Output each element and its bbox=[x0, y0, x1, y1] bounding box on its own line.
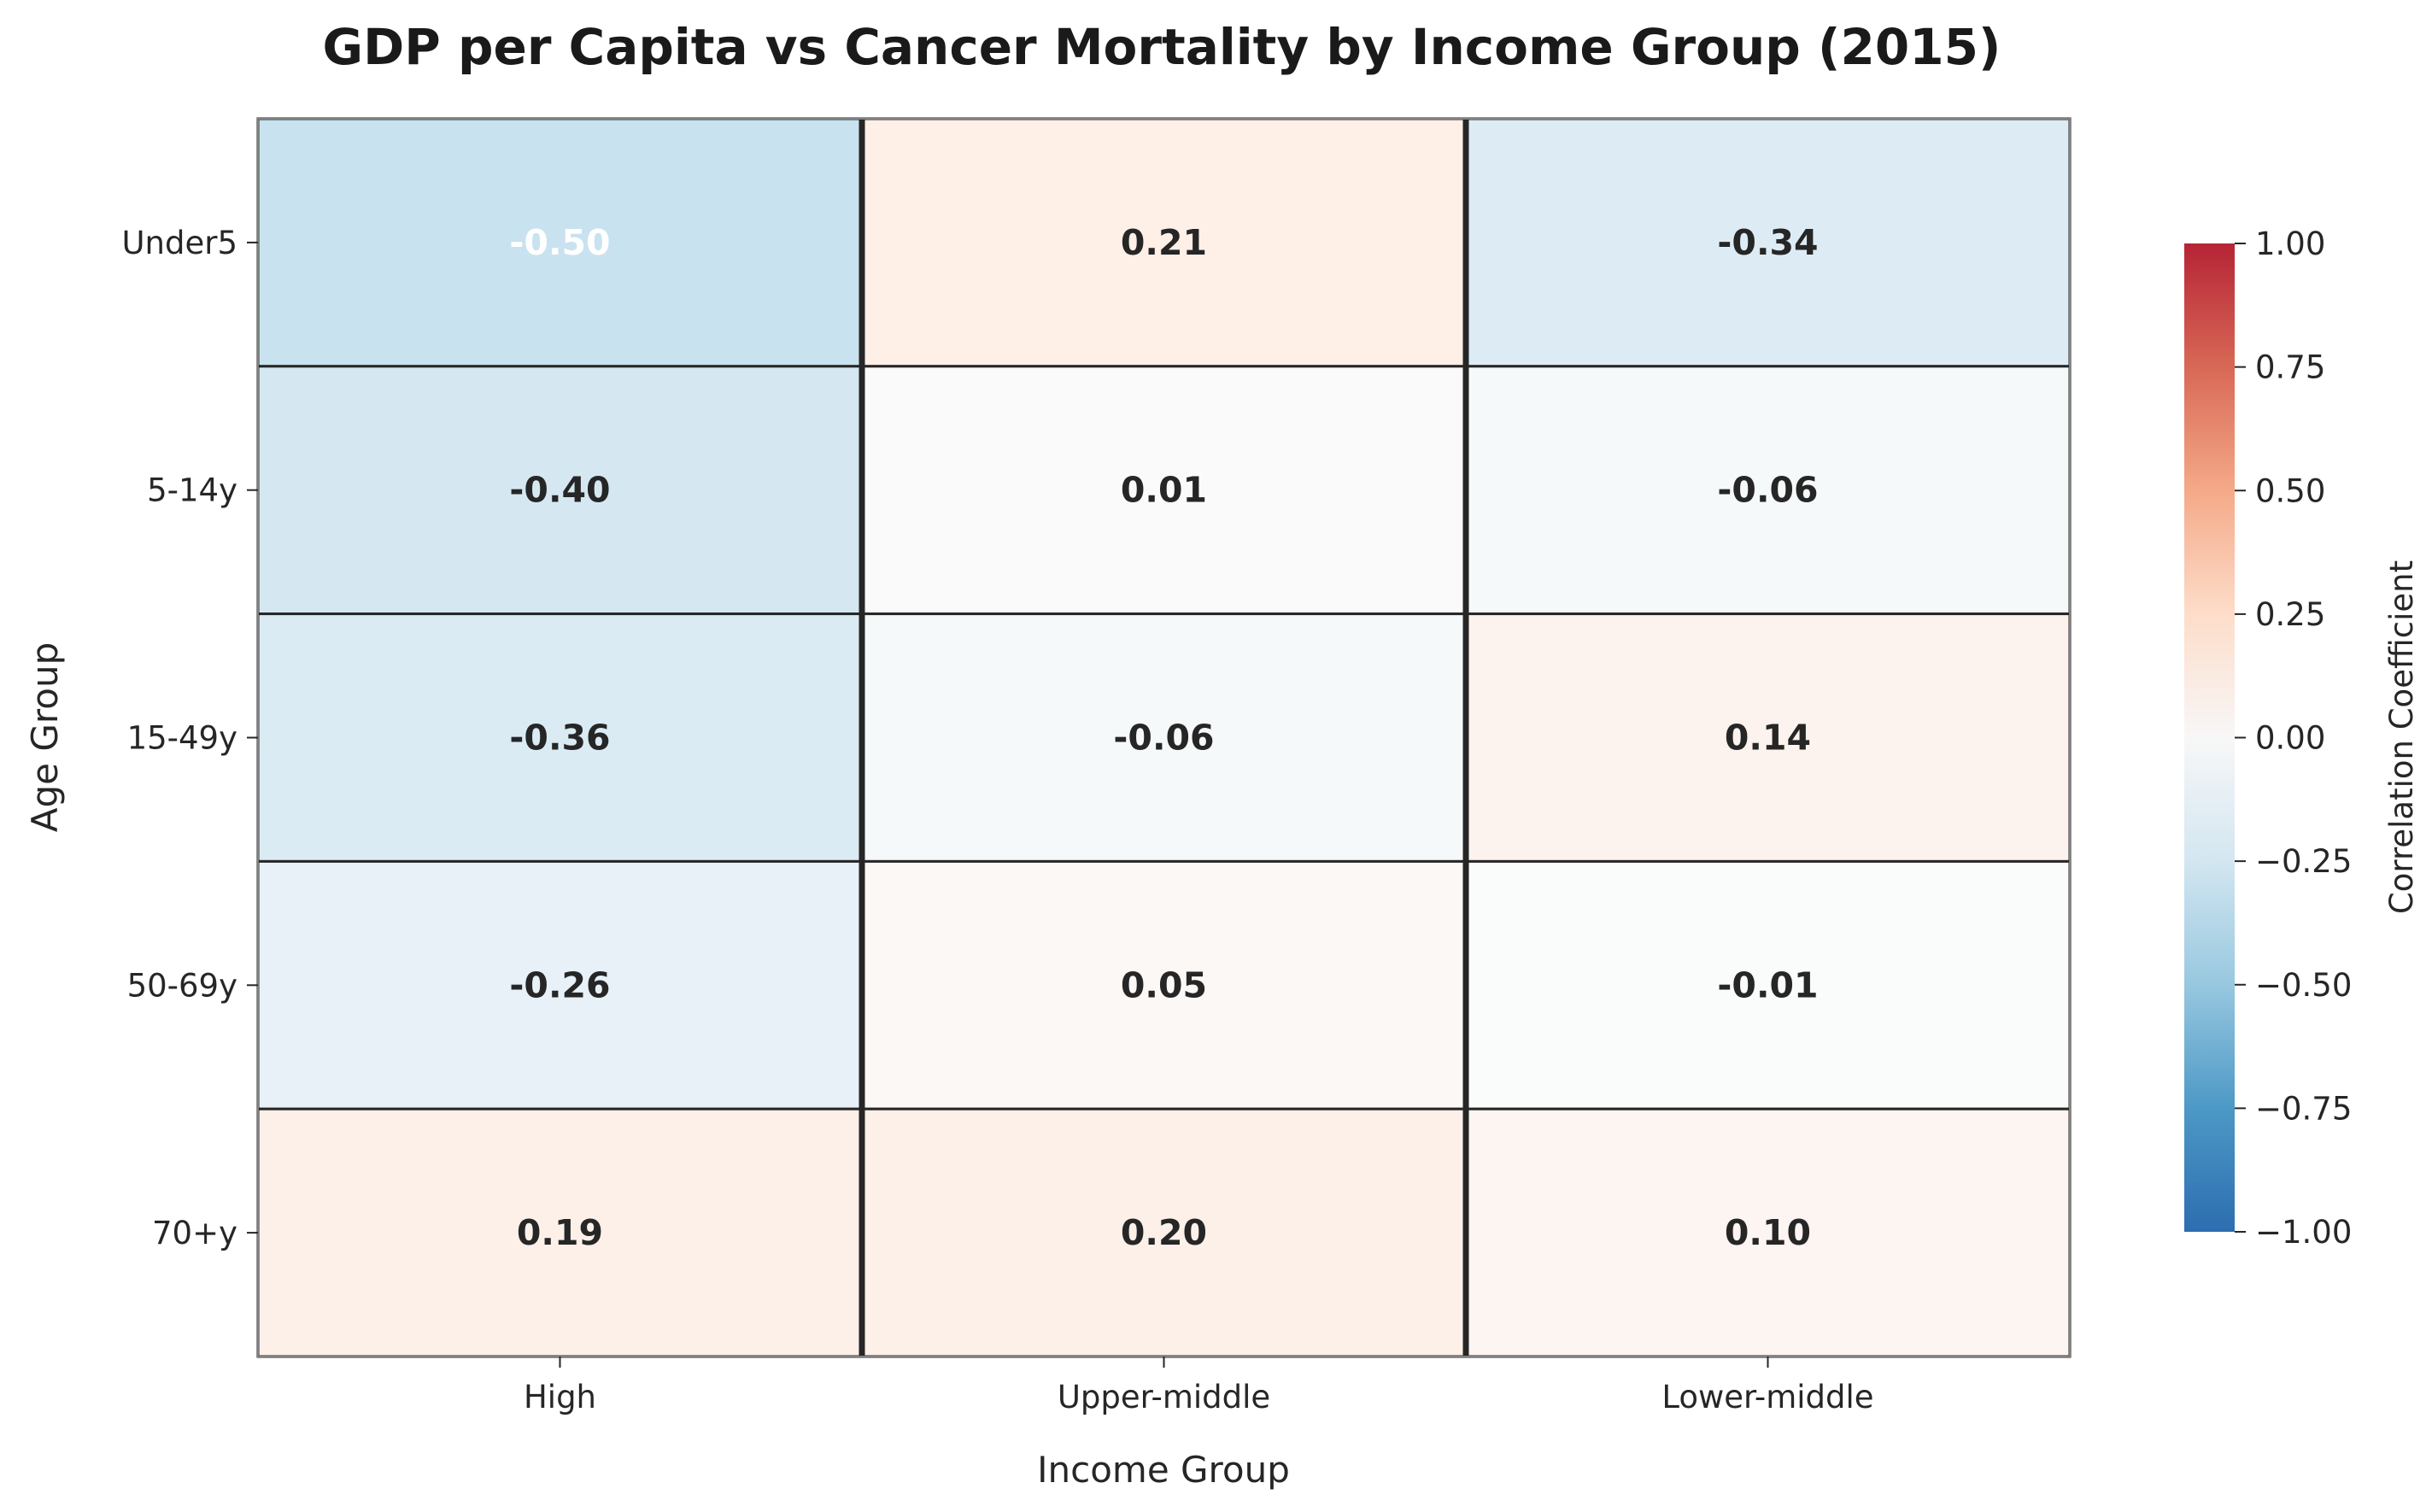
colorbar bbox=[2184, 243, 2235, 1232]
colorbar-tick-label: 0.75 bbox=[2255, 349, 2325, 386]
heatmap-cell bbox=[860, 612, 1468, 863]
colorbar-tick-label: 0.50 bbox=[2255, 472, 2325, 509]
colorbar-tick-label: −0.25 bbox=[2255, 843, 2352, 880]
colorbar-tick-label: 0.00 bbox=[2255, 720, 2325, 757]
cell-value-label: -0.06 bbox=[1113, 718, 1214, 759]
y-tick-label: 50-69y bbox=[127, 967, 237, 1004]
colorbar-tick-label: −1.00 bbox=[2255, 1214, 2352, 1251]
heatmap-cell bbox=[256, 1107, 864, 1358]
cell-value-label: -0.34 bbox=[1717, 222, 1818, 263]
cell-value-label: -0.26 bbox=[509, 964, 610, 1005]
heatmap-cell bbox=[1464, 365, 2072, 616]
cell-value-label: -0.01 bbox=[1717, 964, 1818, 1005]
x-tick-label: Upper-middle bbox=[1058, 1379, 1270, 1415]
y-tick-label: 70+y bbox=[152, 1215, 237, 1251]
heatmap-cell bbox=[256, 859, 864, 1111]
x-axis-ticks: High Upper-middle Lower-middle bbox=[524, 1357, 1874, 1415]
colorbar-label: Correlation Coefficient bbox=[2383, 560, 2420, 914]
heatmap-cell bbox=[860, 1107, 1468, 1358]
cell-value-label: 0.19 bbox=[517, 1212, 603, 1253]
cell-value-label: -0.40 bbox=[509, 470, 610, 511]
heatmap-cell bbox=[860, 117, 1468, 368]
cell-value-label: 0.21 bbox=[1121, 222, 1207, 263]
heatmap-cell bbox=[256, 117, 864, 368]
y-tick-label: 15-49y bbox=[127, 720, 237, 757]
y-axis-label: Age Group bbox=[24, 642, 66, 832]
column-dividers bbox=[859, 119, 1469, 1357]
heatmap-cell bbox=[256, 365, 864, 616]
heatmap-cell bbox=[1464, 859, 2072, 1111]
colorbar-tick-label: −0.50 bbox=[2255, 967, 2352, 1004]
cell-value-label: -0.06 bbox=[1717, 470, 1818, 511]
cell-value-label: -0.50 bbox=[509, 222, 610, 263]
colorbar-ticks: 1.00 0.75 0.50 0.25 0.00 −0.25 −0.50 −0.75 −1.00 bbox=[2235, 226, 2352, 1251]
heatmap-cells: -0.50 0.21 -0.34 -0.40 0.01 -0.06 -0.36 -0.06 0.… bbox=[256, 117, 2072, 1358]
colorbar-tick-label: 1.00 bbox=[2255, 226, 2325, 262]
chart-title: GDP per Capita vs Cancer Mortality by In… bbox=[323, 18, 2001, 76]
y-tick-label: Under5 bbox=[121, 225, 237, 261]
cell-value-label: 0.10 bbox=[1725, 1212, 1811, 1253]
heatmap-cell bbox=[1464, 1107, 2072, 1358]
x-tick-label: High bbox=[524, 1379, 596, 1415]
x-axis-label: Income Group bbox=[1037, 1449, 1290, 1491]
colorbar-tick-label: 0.25 bbox=[2255, 596, 2325, 633]
cell-value-label: -0.36 bbox=[509, 718, 610, 759]
y-axis-ticks: Under5 5-14y 15-49y 50-69y 70+y bbox=[121, 225, 258, 1251]
colorbar-tick-label: −0.75 bbox=[2255, 1090, 2352, 1127]
cell-value-label: 0.14 bbox=[1725, 718, 1811, 759]
y-tick-label: 5-14y bbox=[147, 472, 237, 509]
cell-value-label: 0.20 bbox=[1121, 1212, 1207, 1253]
x-tick-label: Lower-middle bbox=[1661, 1379, 1873, 1415]
cell-value-label: 0.01 bbox=[1121, 470, 1207, 511]
heatmap-cell bbox=[860, 365, 1468, 616]
cell-value-label: 0.05 bbox=[1121, 964, 1207, 1005]
